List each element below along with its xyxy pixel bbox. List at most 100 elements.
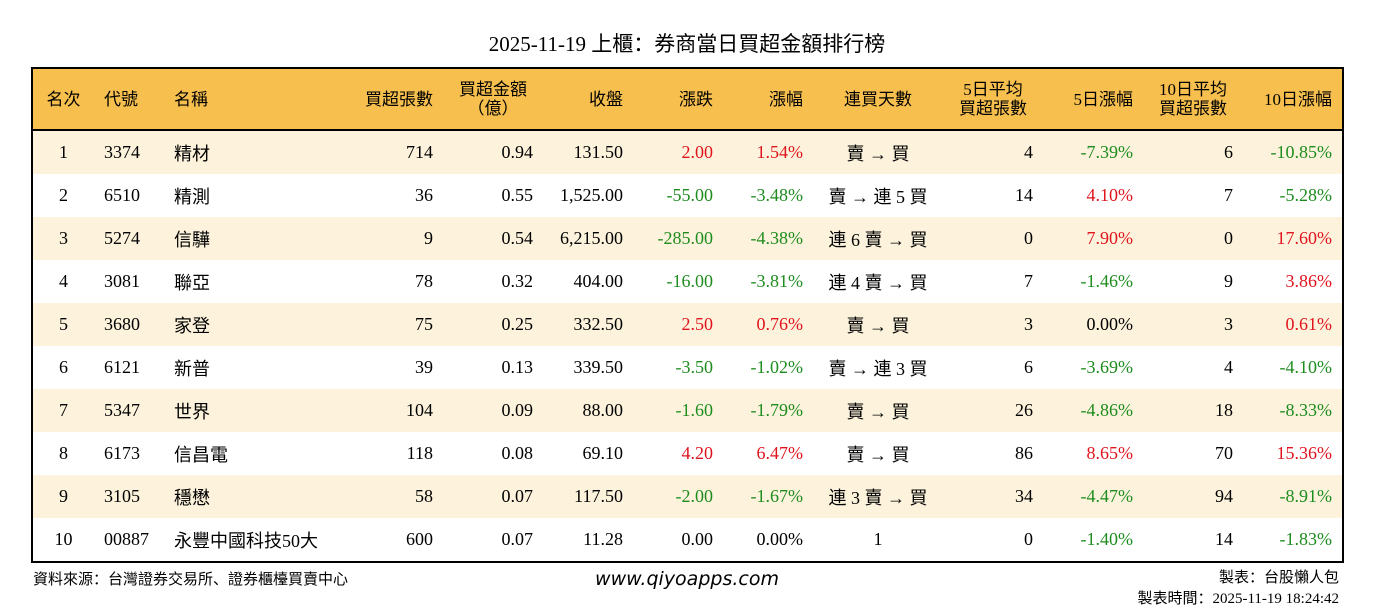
table-row: 4 3081 聯亞 78 0.32 404.00 -16.00 -3.81% 連 4 賣 → 買…: [32, 260, 1343, 303]
column-header: 10日平均 買超張數: [1143, 68, 1243, 131]
table-cell: 6,215.00: [543, 217, 633, 260]
table-cell: 賣 → 買: [813, 389, 943, 432]
header-label: 5日漲幅: [1073, 89, 1134, 109]
table-cell: 86: [1015, 443, 1033, 463]
table-cell: 新普: [174, 358, 210, 379]
table-cell: 94: [1143, 475, 1243, 518]
table-cell: 39: [415, 357, 433, 377]
table-cell: 3374: [94, 130, 164, 174]
table-cell: 連 3 賣 → 買: [813, 475, 943, 518]
header-label: （億）: [467, 99, 519, 118]
table-cell: 3.86%: [1285, 271, 1333, 291]
table-cell: -3.50: [675, 357, 714, 377]
table-cell: 5347: [94, 389, 164, 432]
table-cell: -1.46%: [1080, 271, 1134, 291]
table-cell: 1: [32, 130, 94, 174]
table-cell: -1.60: [633, 389, 723, 432]
column-header: 名稱: [164, 68, 341, 131]
table-cell: 1,525.00: [560, 185, 623, 205]
table-cell: 8.65%: [1086, 443, 1134, 463]
table-cell: 0.09: [443, 389, 543, 432]
table-cell: -4.86%: [1043, 389, 1143, 432]
table-cell: -5.28%: [1279, 185, 1333, 205]
table-cell: -4.47%: [1043, 475, 1143, 518]
table-cell: 18: [1143, 389, 1243, 432]
table-cell: 7.90%: [1043, 217, 1143, 260]
column-header: 5日漲幅: [1043, 68, 1143, 131]
table-cell: 34: [943, 475, 1043, 518]
table-row: 3 5274 信驊 9 0.54 6,215.00 -285.00 -4.38% 連 6 賣 →…: [32, 217, 1343, 260]
table-cell: 信驊: [164, 217, 341, 260]
table-row: 2 6510 精測 36 0.55 1,525.00 -55.00 -3.48% 賣 → 連 5…: [32, 174, 1343, 217]
table-cell: 26: [943, 389, 1043, 432]
column-header: 名次: [32, 68, 94, 131]
column-header: 買超金額 （億）: [443, 68, 543, 131]
table-cell: 0.07: [443, 475, 543, 518]
table-cell: 1.54%: [723, 130, 813, 174]
table-cell: 0.54: [443, 217, 543, 260]
table-cell: 58: [341, 475, 443, 518]
table-cell: 0: [1143, 217, 1243, 260]
table-cell: 3105: [94, 475, 164, 518]
table-cell: -2.00: [633, 475, 723, 518]
table-cell: 0.08: [501, 443, 534, 463]
table-cell: 3680: [94, 303, 164, 346]
table-cell: 69.10: [582, 443, 624, 463]
table-cell: 14: [1015, 185, 1033, 205]
table-cell: 104: [341, 389, 443, 432]
site-url[interactable]: www.qiyoapps.com: [595, 568, 779, 590]
table-cell: 家登: [164, 303, 341, 346]
table-cell: 14: [1215, 529, 1233, 549]
table-cell: -1.67%: [723, 475, 813, 518]
table-cell: -55.00: [666, 185, 714, 205]
table-cell: -4.10%: [1279, 357, 1333, 377]
table-row: 6 6121 新普 39 0.13 339.50 -3.50 -1.02% 賣 → 連 3 買 6…: [32, 346, 1343, 389]
data-source: 資料來源：台灣證券交易所、證券櫃檯買賣中心: [33, 572, 349, 588]
table-cell: 4: [1224, 357, 1233, 377]
table-cell: 6: [1024, 357, 1033, 377]
table-cell: 0.00%: [1043, 303, 1143, 346]
header-label: 連買天數: [844, 89, 912, 109]
column-header: 代號: [94, 68, 164, 131]
table-cell: 0.07: [501, 529, 534, 549]
table-cell: 5: [32, 303, 94, 346]
ranking-table: 名次 代號 名稱 買超張數 買超金額 （億） 收盤 漲跌 漲幅 連買天數 5日平均 買超張數 5日漲幅 1…: [31, 67, 1344, 563]
table-cell: -1.40%: [1080, 529, 1134, 549]
table-cell: -3.81%: [750, 271, 804, 291]
table-cell: -1.02%: [750, 357, 804, 377]
table-cell: 賣 → 連 5 買: [828, 186, 928, 207]
table-cell: 精測: [174, 186, 210, 207]
table-cell: 3: [32, 217, 94, 260]
table-cell: 0.00%: [756, 529, 804, 549]
table-header: 名次 代號 名稱 買超張數 買超金額 （億） 收盤 漲跌 漲幅 連買天數 5日平均 買超張數 5日漲幅 1…: [32, 68, 1343, 131]
header-label: 名稱: [174, 89, 208, 109]
header-label: 買超張數: [1159, 99, 1227, 118]
table-cell: 2: [59, 185, 68, 205]
table-cell: 0: [1024, 529, 1033, 549]
table-cell: -4.38%: [723, 217, 813, 260]
table-cell: 5274: [94, 217, 164, 260]
header-label: 名次: [46, 89, 81, 109]
table-cell: 連 6 賣 → 買: [813, 217, 943, 260]
table-row: 7 5347 世界 104 0.09 88.00 -1.60 -1.79% 賣 → 買 26 -4.…: [32, 389, 1343, 432]
header-label: 買超張數: [365, 89, 433, 109]
table-cell: 7: [1224, 185, 1233, 205]
table-cell: 8: [59, 443, 68, 463]
table-row: 10 00887 永豐中國科技50大 600 0.07 11.28 0.00 0.00% 1 0-…: [32, 518, 1343, 562]
table-cell: 4: [59, 271, 68, 291]
table-cell: 10: [54, 529, 73, 549]
table-cell: 3: [1143, 303, 1243, 346]
table-cell: 9: [1224, 271, 1233, 291]
table-cell: 11.28: [583, 529, 623, 549]
column-header: 收盤: [543, 68, 633, 131]
table-cell: 118: [406, 443, 433, 463]
table-cell: 332.50: [543, 303, 633, 346]
table-cell: 0.61%: [1243, 303, 1343, 346]
table-cell: 88.00: [543, 389, 633, 432]
header-label: 漲跌: [679, 89, 713, 109]
table-cell: -1.83%: [1279, 529, 1333, 549]
table-cell: 7: [1024, 271, 1033, 291]
table-cell: 600: [406, 529, 433, 549]
header-label: 10日漲幅: [1264, 89, 1332, 109]
